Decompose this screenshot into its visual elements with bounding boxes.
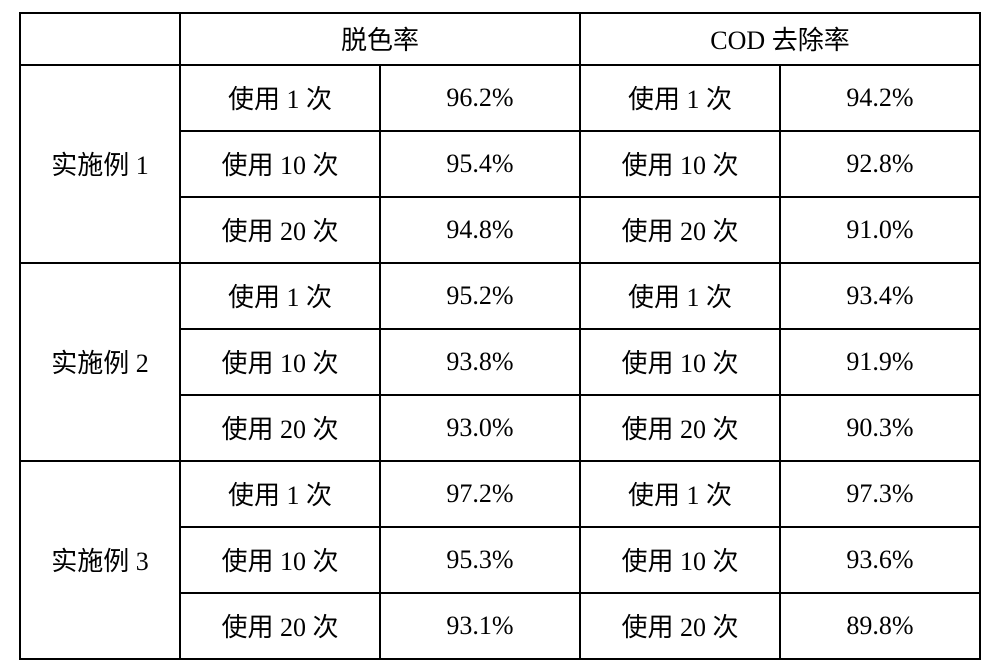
usage-cell: 使用 10 次 (180, 131, 380, 197)
percent-cell: 91.0% (780, 197, 980, 263)
usage-cell: 使用 1 次 (580, 65, 780, 131)
percent-cell: 94.2% (780, 65, 980, 131)
percent-cell: 93.6% (780, 527, 980, 593)
usage-cell: 使用 1 次 (180, 65, 380, 131)
percent-cell: 93.8% (380, 329, 580, 395)
group-label: 实施例 2 (20, 263, 180, 461)
percent-cell: 95.4% (380, 131, 580, 197)
table-container: 脱色率 COD 去除率 实施例 1 使用 1 次 96.2% 使用 1 次 94… (0, 0, 1000, 671)
usage-cell: 使用 20 次 (580, 197, 780, 263)
percent-cell: 93.0% (380, 395, 580, 461)
header-cod-removal-rate: COD 去除率 (580, 13, 980, 65)
usage-cell: 使用 10 次 (180, 329, 380, 395)
header-blank (20, 13, 180, 65)
usage-cell: 使用 10 次 (580, 131, 780, 197)
percent-cell: 91.9% (780, 329, 980, 395)
usage-cell: 使用 1 次 (580, 263, 780, 329)
usage-cell: 使用 1 次 (180, 461, 380, 527)
percent-cell: 93.4% (780, 263, 980, 329)
usage-cell: 使用 10 次 (580, 329, 780, 395)
percent-cell: 89.8% (780, 593, 980, 659)
percent-cell: 95.2% (380, 263, 580, 329)
percent-cell: 97.3% (780, 461, 980, 527)
usage-cell: 使用 20 次 (580, 593, 780, 659)
percent-cell: 94.8% (380, 197, 580, 263)
percent-cell: 97.2% (380, 461, 580, 527)
percent-cell: 95.3% (380, 527, 580, 593)
usage-cell: 使用 10 次 (180, 527, 380, 593)
usage-cell: 使用 1 次 (580, 461, 780, 527)
group-label: 实施例 3 (20, 461, 180, 659)
percent-cell: 96.2% (380, 65, 580, 131)
usage-cell: 使用 20 次 (580, 395, 780, 461)
group-label: 实施例 1 (20, 65, 180, 263)
usage-cell: 使用 20 次 (180, 593, 380, 659)
percent-cell: 92.8% (780, 131, 980, 197)
header-row: 脱色率 COD 去除率 (20, 13, 980, 65)
usage-cell: 使用 10 次 (580, 527, 780, 593)
percent-cell: 93.1% (380, 593, 580, 659)
usage-cell: 使用 20 次 (180, 395, 380, 461)
usage-cell: 使用 20 次 (180, 197, 380, 263)
usage-cell: 使用 1 次 (180, 263, 380, 329)
table-row: 实施例 3 使用 1 次 97.2% 使用 1 次 97.3% (20, 461, 980, 527)
table-row: 实施例 2 使用 1 次 95.2% 使用 1 次 93.4% (20, 263, 980, 329)
table-row: 实施例 1 使用 1 次 96.2% 使用 1 次 94.2% (20, 65, 980, 131)
results-table: 脱色率 COD 去除率 实施例 1 使用 1 次 96.2% 使用 1 次 94… (19, 12, 981, 660)
header-decolor-rate: 脱色率 (180, 13, 580, 65)
percent-cell: 90.3% (780, 395, 980, 461)
